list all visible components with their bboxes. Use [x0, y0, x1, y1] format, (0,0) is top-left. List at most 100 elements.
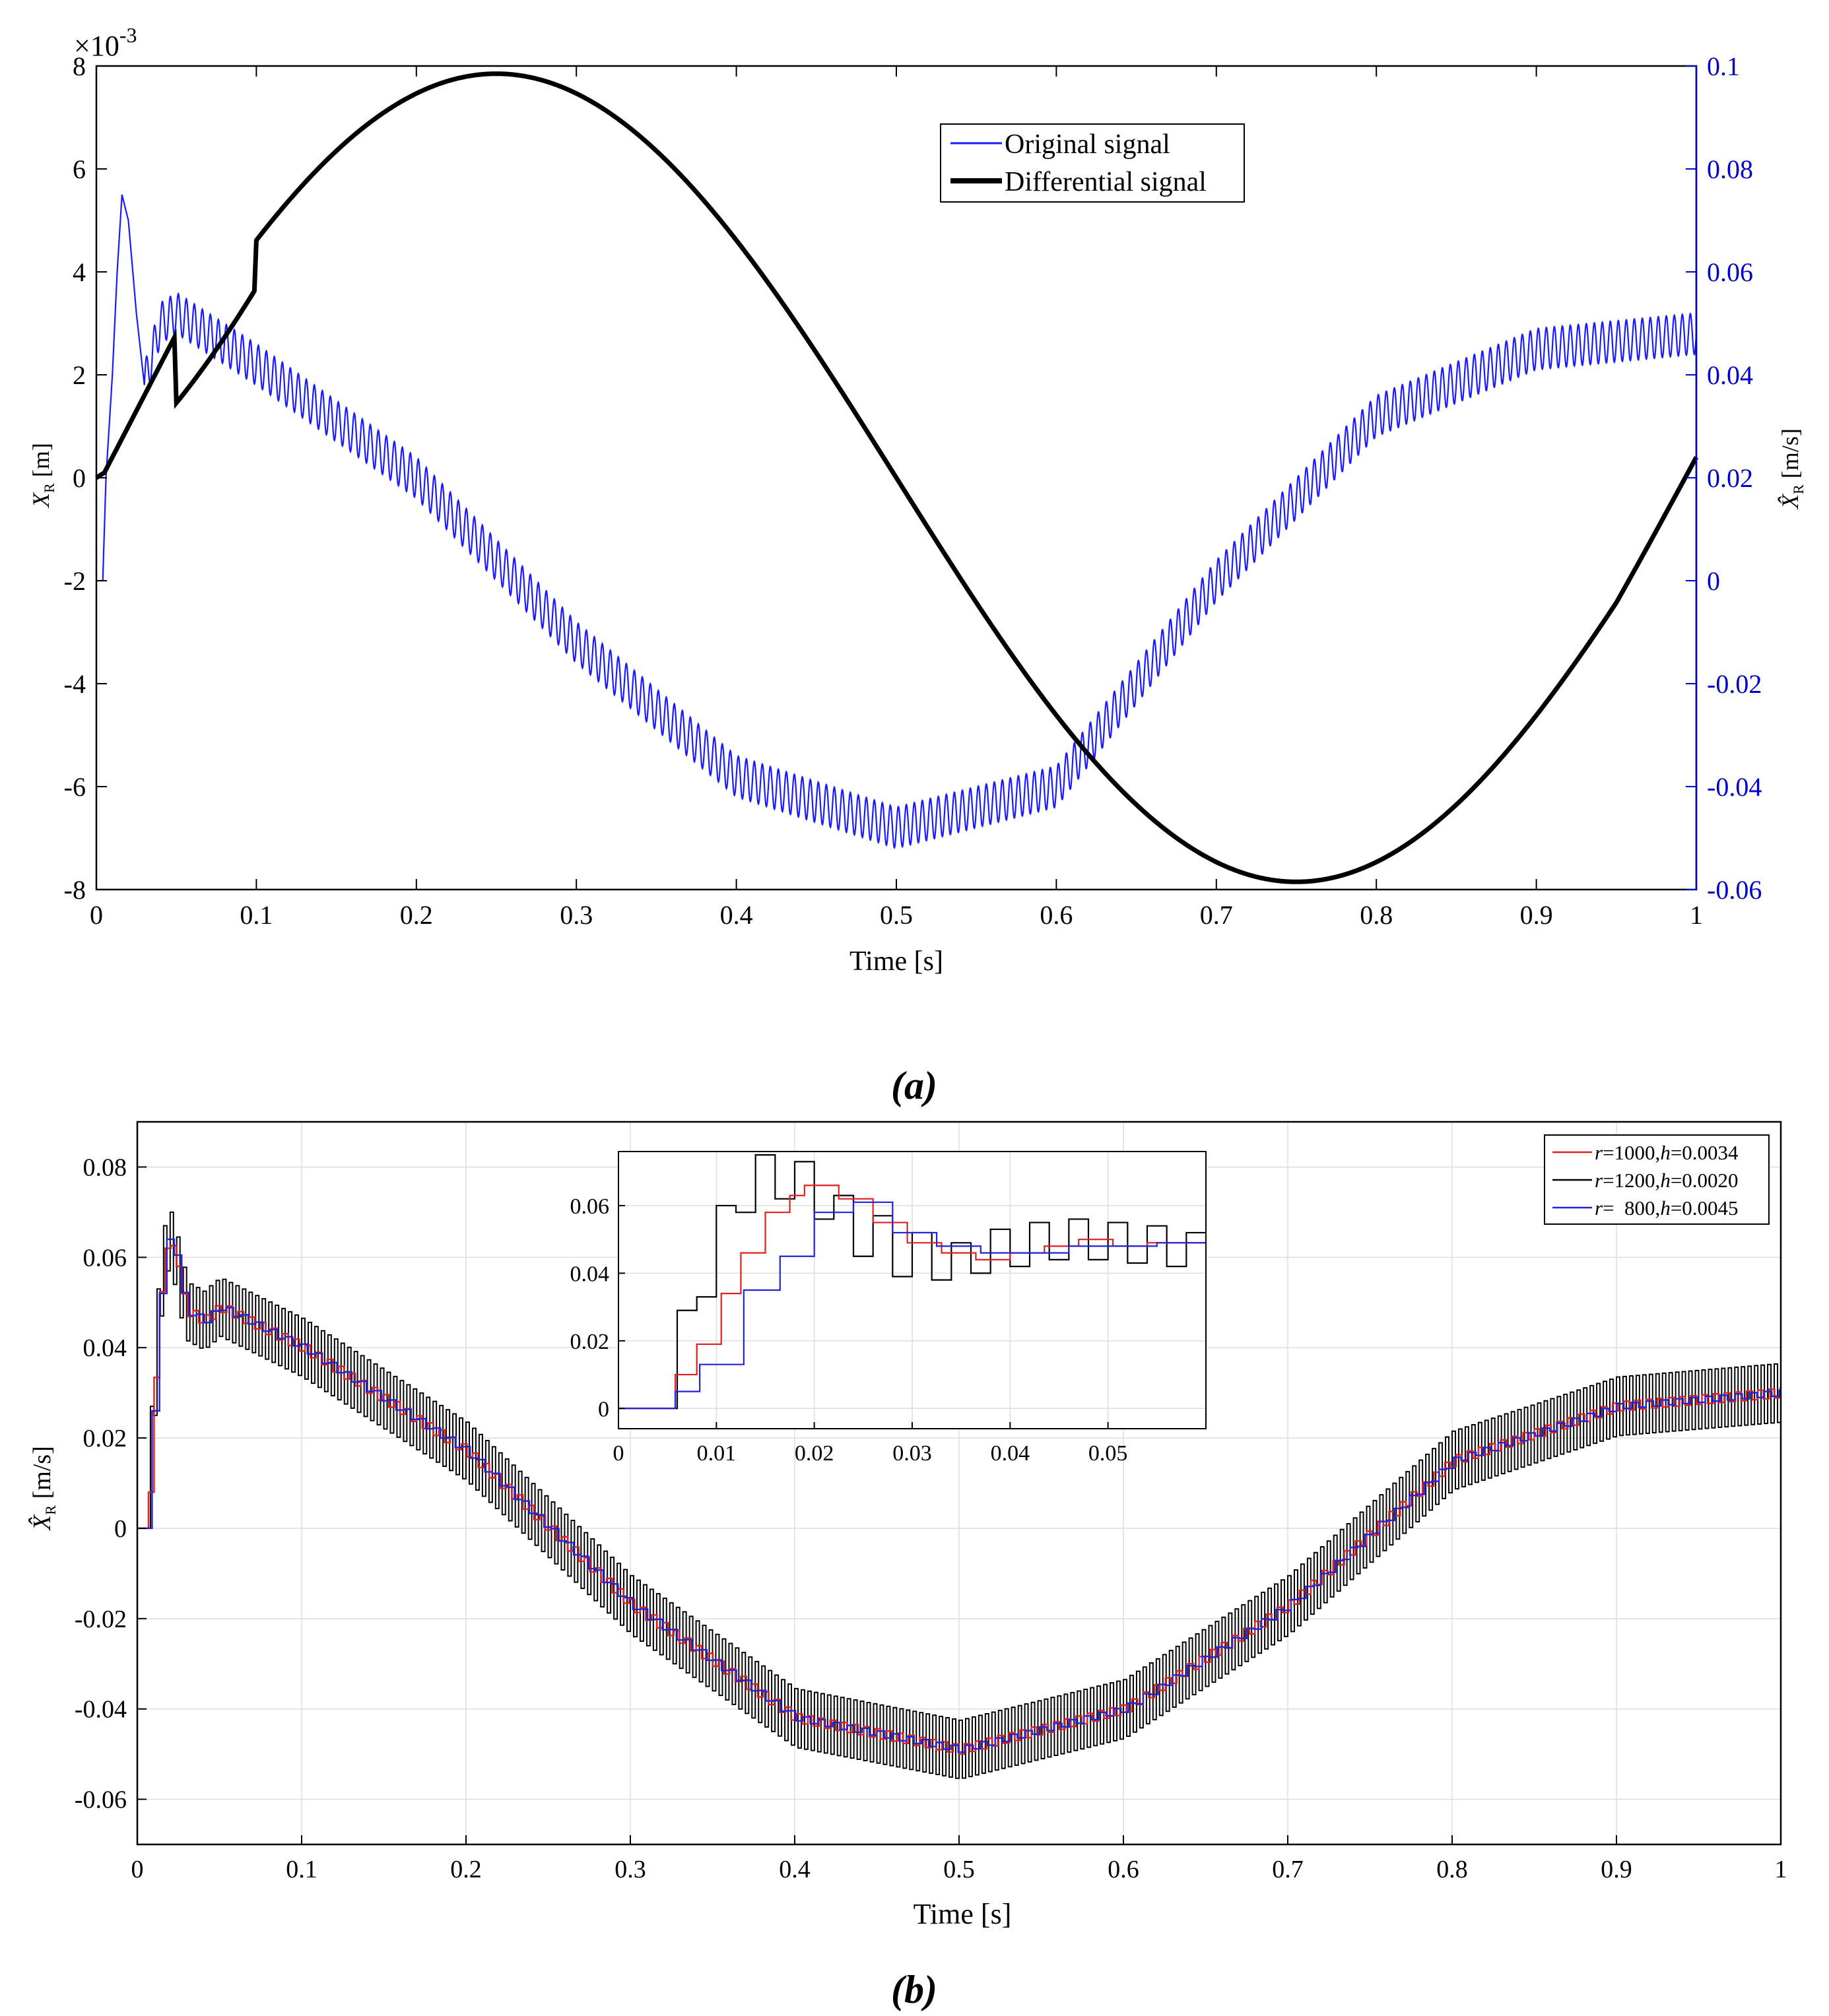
chart-a-y-label-right: X̂R [m/s]	[1777, 428, 1807, 510]
legend-label-r800: r= 800,h=0.0045	[1595, 1196, 1739, 1219]
inset-curves	[618, 1154, 1206, 1410]
inset-x-tick-label: 0.04	[991, 1441, 1030, 1466]
series-differential-signal	[95, 71, 1699, 884]
chart-a-y-axis-right: -0.06 -0.04 -0.02 0 0.02 0.04 0.06 0.08 0.1	[1686, 51, 1762, 905]
chart-b-x-tick-label: 0.8	[1436, 1856, 1468, 1883]
chart-b-x-tick-label: 0.4	[779, 1856, 811, 1883]
inset-x-axis: 0 0.01 0.02 0.03 0.04 0.05	[613, 1422, 1128, 1466]
chart-b-y-tick-label: -0.02	[75, 1606, 127, 1633]
series-r800	[137, 1238, 1781, 1753]
chart-a-x-tick-label: 0.5	[880, 900, 913, 930]
chart-b-x-tick-label: 0.5	[943, 1856, 975, 1883]
inset-y-tick-label: 0.04	[570, 1262, 610, 1286]
inset-x-tick-label: 0.02	[795, 1441, 834, 1466]
panel-b-caption: (b)	[891, 1968, 937, 2011]
chart-b-y-tick-label: 0.02	[83, 1425, 127, 1452]
inset-series-r1200	[618, 1154, 1206, 1410]
chart-b-x-tick-label: 0.6	[1108, 1856, 1139, 1883]
chart-a-y-right-tick-label: -0.06	[1707, 875, 1762, 905]
chart-b-x-label: Time [s]	[914, 1898, 1012, 1930]
legend-label-r1200: r=1200,h=0.0020	[1595, 1169, 1739, 1192]
inset-y-tick-label: 0.02	[570, 1330, 610, 1354]
chart-a-y-left-tick-label: 4	[73, 257, 86, 287]
chart-b-x-tick-label: 0.2	[450, 1856, 482, 1883]
chart-a-x-tick-label: 0.3	[560, 900, 593, 930]
chart-a-y-left-tick-label: -6	[64, 772, 86, 802]
chart-a-x-tick-label: 0.6	[1040, 900, 1073, 930]
chart-a-y-label-left: XR [m]	[28, 443, 57, 509]
chart-b-x-tick-label: 0.1	[286, 1856, 317, 1883]
chart-a-legend-box	[940, 123, 1245, 203]
series-original-signal	[96, 194, 1698, 849]
chart-a-y-right-tick-label: 0	[1707, 566, 1720, 596]
inset-y-axis: 0 0.02 0.04 0.06	[570, 1194, 625, 1421]
inset-x-tick-label: 0.05	[1088, 1441, 1128, 1466]
chart-b-x-tick-label: 0.7	[1272, 1856, 1304, 1883]
chart-a-y-label-left-text: XR [m]	[28, 443, 57, 509]
chart-a-x-label: Time [s]	[849, 946, 943, 977]
chart-a-y-left-tick-label: 0	[73, 463, 86, 493]
chart-a-y-right-tick-label: 0.08	[1707, 154, 1753, 184]
chart-b-x-tick-label: 0.9	[1601, 1856, 1632, 1883]
chart-a-y-left-tick-label: 6	[73, 154, 86, 184]
chart-a-x-tick-label: 0.7	[1200, 900, 1233, 930]
chart-a-y-right-tick-label: 0.04	[1707, 360, 1753, 390]
chart-b-y-tick-label: -0.04	[75, 1696, 127, 1724]
chart-a-y-right-tick-label: -0.04	[1707, 772, 1762, 802]
chart-b-y-label: X̂R [m/s]	[28, 1446, 59, 1532]
chart-a-x-tick-label: 0.2	[400, 900, 433, 930]
chart-a-x-tick-label: 0.4	[720, 900, 753, 930]
chart-b-x-axis: 0 0.1 0.2 0.3 0.4 0.5 0.6 0.7 0.8 0.9 1	[131, 1835, 1787, 1883]
chart-a-legend: Original signal Differential signal	[940, 123, 1245, 203]
legend-label-original: Original signal	[1005, 129, 1170, 160]
inset-y-tick-label: 0.06	[570, 1194, 610, 1219]
chart-a-y-left-tick-label: -4	[64, 669, 86, 699]
chart-a: 0 0.1 0.2 0.3 0.4 0.5 0.6 0.7 0.8 0.9 1 -8 -6 -4 -2 0 2…	[28, 23, 1807, 1107]
inset-x-tick-label: 0	[613, 1441, 624, 1466]
chart-a-y-right-tick-label: 0.1	[1707, 51, 1740, 81]
chart-a-y-right-tick-label: -0.02	[1707, 669, 1762, 699]
chart-a-y-exponent-base: ×10	[74, 30, 119, 62]
chart-b-y-tick-label: -0.06	[75, 1786, 127, 1814]
chart-a-curves	[95, 71, 1699, 884]
chart-b-y-axis: -0.06 -0.04 -0.02 0 0.02 0.04 0.06 0.08	[75, 1154, 147, 1814]
chart-a-y-left-tick-label: 8	[73, 51, 86, 81]
chart-a-y-left-tick-label: -8	[64, 875, 86, 905]
chart-a-x-tick-label: 0.8	[1360, 900, 1393, 930]
series-r1200	[137, 1211, 1781, 1779]
legend-label-r1000: r=1000,h=0.0034	[1595, 1141, 1739, 1164]
chart-a-y-right-tick-label: 0.06	[1707, 257, 1753, 287]
chart-b-x-tick-label: 0	[131, 1856, 144, 1883]
panel-a-caption: (a)	[891, 1064, 937, 1107]
chart-a-x-tick-label: 0.1	[240, 900, 273, 930]
chart-a-y-left-tick-label: 2	[73, 360, 86, 390]
chart-a-y-axis-left: -8 -6 -4 -2 0 2 4 6 8	[64, 51, 107, 905]
chart-b-y-tick-label: 0.04	[83, 1334, 127, 1362]
chart-b-legend: r=1000,h=0.0034 r=1200,h=0.0020 r= 800,h…	[1544, 1134, 1770, 1225]
inset-series-r1000	[618, 1185, 1206, 1410]
chart-a-x-tick-label: 0	[90, 900, 103, 930]
chart-b-inset: 0 0.01 0.02 0.03 0.04 0.05 0 0.02 0.04 0.06	[570, 1151, 1207, 1466]
chart-a-y-label-right-text: X̂R [m/s]	[1777, 428, 1807, 510]
chart-b-x-tick-label: 0.3	[615, 1856, 646, 1883]
chart-a-y-exponent-power: -3	[119, 23, 137, 47]
chart-b-y-tick-label: 0.08	[83, 1154, 127, 1181]
inset-x-tick-label: 0.03	[892, 1441, 932, 1466]
inset-y-tick-label: 0	[598, 1397, 609, 1421]
chart-b-curves	[137, 1211, 1781, 1779]
chart-a-y-right-tick-label: 0.02	[1707, 463, 1753, 493]
chart-b-y-tick-label: 0	[114, 1515, 127, 1543]
chart-b-y-tick-label: 0.06	[83, 1244, 127, 1272]
chart-a-y-exponent: ×10-3	[74, 23, 137, 62]
series-r1000	[137, 1245, 1781, 1755]
chart-a-x-tick-label: 0.9	[1520, 900, 1553, 930]
legend-label-differential: Differential signal	[1005, 167, 1207, 197]
chart-a-y-left-tick-label: -2	[64, 566, 86, 596]
inset-x-tick-label: 0.01	[697, 1441, 737, 1466]
inset-series-r800	[618, 1201, 1206, 1410]
chart-b: 0 0.1 0.2 0.3 0.4 0.5 0.6 0.7 0.8 0.9 1 -0.06 -0.04…	[28, 1121, 1787, 2011]
chart-b-x-tick-label: 1	[1775, 1856, 1787, 1883]
chart-a-x-axis: 0 0.1 0.2 0.3 0.4 0.5 0.6 0.7 0.8 0.9 1	[90, 66, 1703, 930]
